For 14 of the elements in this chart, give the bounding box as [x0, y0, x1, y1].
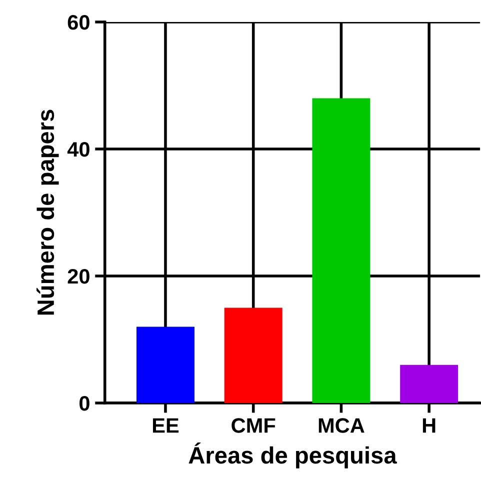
bar	[312, 98, 370, 403]
y-tick-label: 20	[68, 269, 90, 284]
bar	[224, 308, 282, 403]
y-tick-label: 60	[68, 15, 90, 30]
y-tick-label: 40	[67, 142, 90, 157]
x-tick-label: H	[422, 418, 436, 433]
bar	[400, 364, 458, 403]
x-tick-label: MCA	[318, 418, 364, 433]
x-tick-label: CMF	[232, 418, 276, 433]
bar	[136, 326, 194, 403]
y-tick-label: 0	[80, 396, 90, 411]
y-axis-title: Número de papers	[36, 110, 59, 315]
x-axis-title: Áreas de pesquisa	[188, 442, 397, 468]
x-tick-label: EE	[152, 418, 179, 433]
